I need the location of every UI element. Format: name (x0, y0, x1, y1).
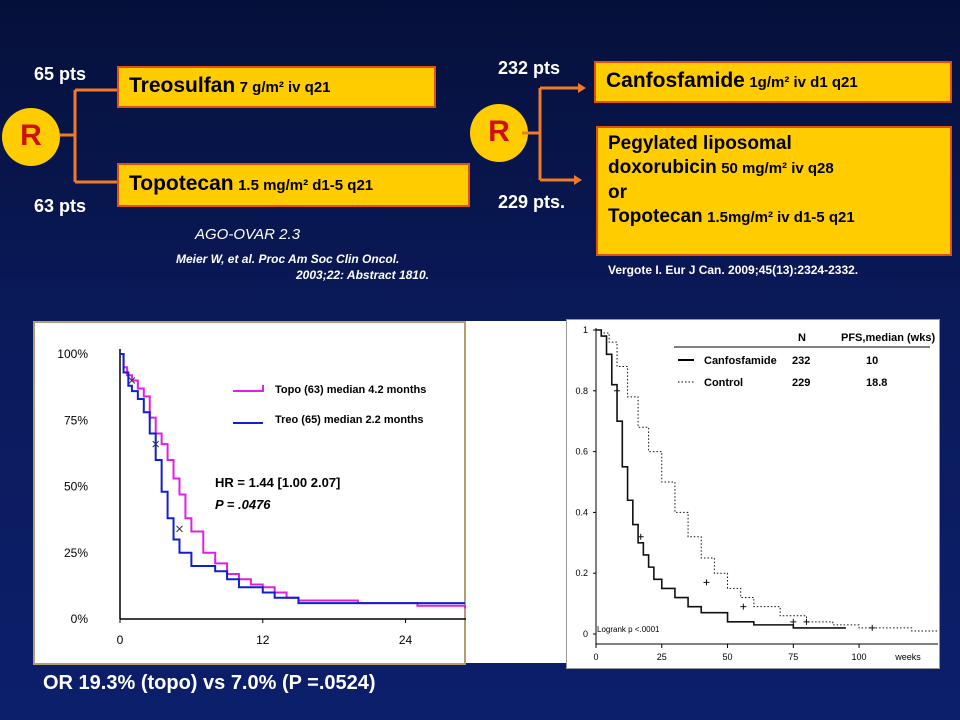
censor-mark (152, 440, 160, 448)
right-citation: Vergote I. Eur J Can. 2009;45(13):2324-2… (608, 263, 859, 277)
legend-swatch (233, 385, 264, 392)
right-arm1-patients: 232 pts (498, 58, 561, 78)
censor-mark (703, 579, 710, 586)
x-tick-label: 100 (852, 652, 867, 662)
censor-mark (637, 533, 644, 540)
right-arms-connector (522, 83, 586, 185)
left-arm1-patients: 65 pts (34, 64, 87, 84)
control-line2: doxorubicin 50 mg/m² iv q28 (608, 156, 940, 181)
km-curve-treo (120, 353, 465, 605)
x-axis-label: weeks (894, 652, 921, 662)
control-line3: or (608, 182, 627, 203)
randomization-circle-right: R (470, 104, 528, 162)
right-arm2-patients: 229 pts. (498, 192, 566, 212)
canfosfamide-dose: 1g/m² iv d1 q21 (749, 74, 858, 91)
y-tick-label: 0.8 (575, 386, 588, 396)
left-arm2-patients: 63 pts (34, 196, 87, 216)
y-tick-label: 75% (64, 413, 88, 427)
topotecan-control-drug: Topotecan (608, 206, 703, 227)
censor-mark (176, 525, 183, 533)
x-tick-label: 75 (788, 652, 798, 662)
chart-spacer-panel (466, 321, 568, 663)
x-tick-label: 25 (657, 652, 667, 662)
legend-label: Treo (65) median 2.2 months (275, 414, 424, 426)
objective-response-text: OR 19.3% (topo) vs 7.0% (P =.0524) (43, 672, 376, 694)
control-line4: Topotecan 1.5mg/m² iv d1-5 q21 (608, 205, 940, 230)
censor-mark (128, 377, 136, 384)
left-km-chart: 0% 25% 50% 75% 100% 0 12 24 Topo (63) median 4.2… (57, 347, 466, 647)
control-line1: Pegylated liposomal (608, 133, 792, 154)
y-tick-label: 0% (71, 612, 89, 626)
doxorubicin-drug: doxorubicin (608, 157, 717, 178)
y-tick-label: 0.2 (575, 568, 588, 578)
y-tick-label: 50% (64, 480, 88, 494)
table-row-median: 18.8 (866, 377, 887, 389)
censor-mark (740, 603, 747, 610)
x-tick-label: 24 (399, 633, 413, 647)
treosulfan-drug: Treosulfan (129, 74, 236, 97)
table-header-median: PFS,median (wks) (841, 332, 935, 344)
topotecan-arm-box: Topotecan 1.5 mg/m² d1-5 q21 (117, 163, 470, 207)
table-header-n: N (798, 332, 806, 344)
treosulfan-arm-box: Treosulfan 7 g/m² iv q21 (117, 66, 436, 108)
canfosfamide-drug: Canfosfamide (606, 69, 745, 92)
p-value-annotation: P = .0476 (215, 497, 271, 512)
y-tick-label: 25% (64, 546, 88, 560)
control-arm-box: Pegylated liposomal doxorubicin 50 mg/m²… (596, 126, 952, 256)
left-citation-line2: 2003;22: Abstract 1810. (296, 268, 429, 282)
y-tick-label: 0 (583, 629, 588, 639)
table-row-median: 10 (866, 355, 878, 367)
x-tick-label: 0 (593, 652, 598, 662)
km-curve-canfosfamide (596, 329, 846, 629)
censor-mark (803, 618, 810, 625)
y-tick-label: 0.6 (575, 447, 588, 457)
table-row-n: 232 (792, 355, 810, 367)
table-row-label: Control (704, 377, 743, 389)
treosulfan-dose: 7 g/m² iv q21 (239, 79, 331, 96)
topotecan-dose: 1.5 mg/m² d1-5 q21 (238, 177, 374, 194)
y-tick-label: 0.4 (575, 507, 588, 517)
left-study-name: AGO-OVAR 2.3 (195, 226, 301, 243)
y-tick-label: 1 (583, 325, 588, 335)
table-row-n: 229 (792, 377, 810, 389)
doxorubicin-dose: 50 mg/m² iv q28 (721, 160, 834, 177)
topotecan-drug: Topotecan (129, 172, 234, 195)
canfosfamide-arm-box: Canfosfamide 1g/m² iv d1 q21 (594, 61, 952, 103)
topotecan-control-dose: 1.5mg/m² iv d1-5 q21 (707, 209, 855, 226)
randomization-circle-left: R (2, 108, 60, 166)
x-tick-label: 12 (256, 633, 270, 647)
logrank-annotation: Logrank p <.0001 (597, 625, 660, 634)
km-curve-control (596, 329, 938, 632)
left-km-chart-panel (33, 321, 466, 665)
legend-label: Topo (63) median 4.2 months (275, 384, 426, 396)
censor-mark (614, 387, 621, 394)
x-tick-label: 0 (117, 633, 124, 647)
table-row-label: Canfosfamide (704, 355, 777, 367)
x-tick-label: 50 (723, 652, 733, 662)
hazard-ratio-annotation: HR = 1.44 [1.00 2.07] (215, 475, 340, 490)
y-tick-label: 100% (57, 347, 88, 361)
censor-mark (869, 624, 876, 631)
left-citation-line1: Meier W, et al. Proc Am Soc Clin Oncol. (176, 252, 400, 266)
censor-mark (790, 618, 797, 625)
